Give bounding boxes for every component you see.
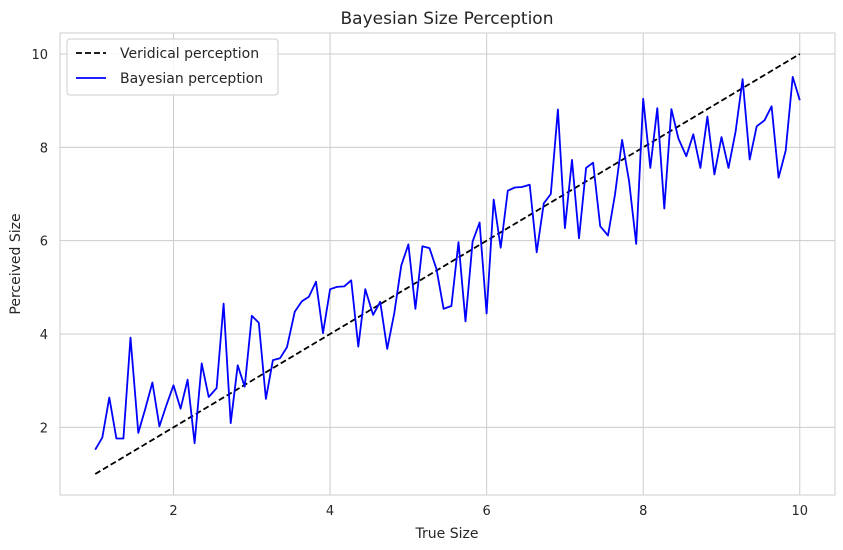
x-tick-label: 2 <box>169 504 177 519</box>
x-tick-label: 6 <box>483 504 491 519</box>
bayesian-perception-line <box>94 76 801 451</box>
x-axis-label: True Size <box>415 526 479 542</box>
legend: Veridical perception Bayesian perception <box>66 38 279 96</box>
series-layer <box>94 53 801 475</box>
tick-labels: 2 4 6 8 10 2 4 6 8 10 <box>31 48 808 519</box>
y-tick-label: 4 <box>40 328 48 343</box>
y-tick-label: 8 <box>40 141 48 156</box>
veridical-perception-line <box>94 53 801 475</box>
y-axis-label: Perceived Size <box>8 213 24 314</box>
grid <box>60 33 835 495</box>
legend-label-veridical: Veridical perception <box>120 46 259 62</box>
x-tick-label: 10 <box>791 504 808 519</box>
legend-box <box>66 38 279 96</box>
y-tick-label: 10 <box>31 48 48 63</box>
legend-label-bayesian: Bayesian perception <box>120 71 263 87</box>
x-tick-label: 8 <box>639 504 647 519</box>
y-tick-label: 2 <box>40 421 48 436</box>
y-tick-label: 6 <box>40 235 48 250</box>
chart-title: Bayesian Size Perception <box>341 9 554 29</box>
plot-frame <box>59 32 836 496</box>
x-tick-label: 4 <box>326 504 334 519</box>
